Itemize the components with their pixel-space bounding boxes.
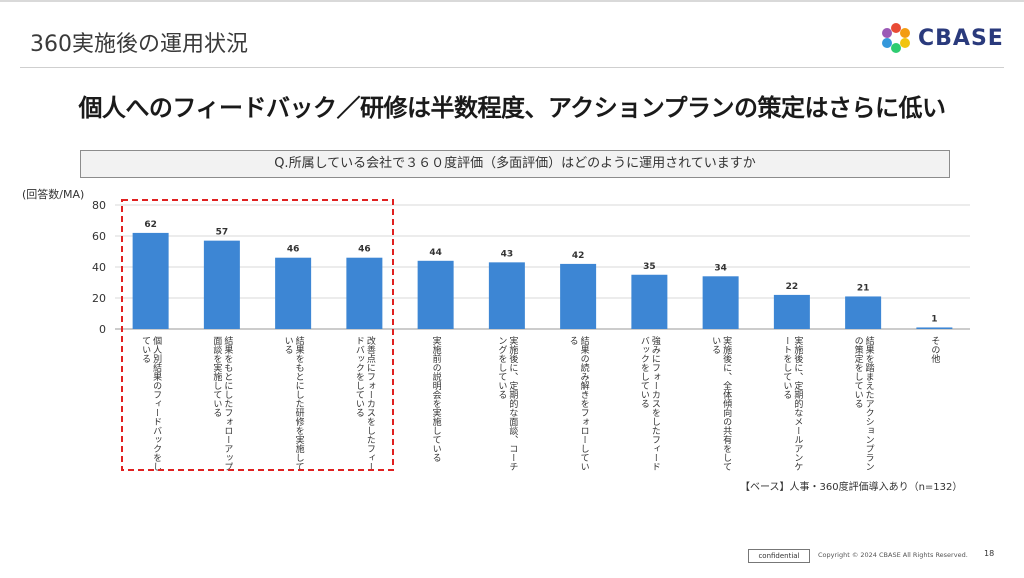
data-label: 44 <box>429 248 442 258</box>
bar <box>560 263 597 329</box>
company-logo: CBASE <box>880 22 1004 54</box>
category-label: 実施前の説明会を実施している <box>431 335 442 462</box>
category-label: ている <box>140 336 151 363</box>
category-label: 実施後に、定期的なメールアンケ <box>792 335 803 471</box>
logo-dot-2 <box>900 28 910 38</box>
bar <box>773 294 810 329</box>
logo-dot-5 <box>882 38 892 48</box>
category-label: 面談を実施している <box>211 336 222 417</box>
category-label: 結果を踏まえたアクションプラン <box>864 335 875 471</box>
header-divider <box>20 67 1004 68</box>
bar <box>702 276 739 329</box>
data-label: 46 <box>287 245 300 255</box>
category-label: 結果をもとにした研修を実施して <box>294 335 305 471</box>
page-number: 18 <box>984 549 995 558</box>
category-label: 実施後に、定期的な面談、コーチ <box>507 335 518 471</box>
headline: 個人へのフィードバック／研修は半数程度、アクションプランの策定はさらに低い <box>78 94 946 122</box>
category-label: の策定をしている <box>853 336 864 408</box>
y-tick-label: 80 <box>92 199 106 212</box>
page-title: 360実施後の運用状況 <box>30 32 248 57</box>
y-tick-label: 40 <box>92 261 106 274</box>
category-label: 強みにフォーカスをしたフィード <box>650 335 661 471</box>
category-label: バックをしている <box>639 336 650 408</box>
copyright-text: Copyright © 2024 CBASE All Rights Reserv… <box>818 551 968 559</box>
data-label: 21 <box>857 283 870 293</box>
y-tick-label: 60 <box>92 230 106 243</box>
cbase-logo-icon <box>882 23 910 53</box>
category-label: ドバックをしている <box>354 336 365 417</box>
top-border <box>0 0 1024 2</box>
base-note: 【ベース】人事・360度評価導入あり（n=132） <box>740 482 963 493</box>
y-axis-unit-label: (回答数/MA) <box>22 188 85 201</box>
y-tick-label: 0 <box>99 323 106 336</box>
data-label: 62 <box>144 220 157 230</box>
bar <box>488 262 525 329</box>
category-label: ートをしている <box>781 336 792 399</box>
logo-dot-3 <box>900 38 910 48</box>
data-label: 43 <box>501 249 514 259</box>
data-label: 46 <box>358 245 371 255</box>
data-label: 35 <box>643 262 656 272</box>
bar <box>132 232 169 329</box>
bar <box>203 240 240 329</box>
y-tick-label: 20 <box>92 292 106 305</box>
category-label: 実施後に、全体傾向の共有をして <box>721 335 732 471</box>
highlight-box <box>121 199 394 471</box>
category-label: ングをしている <box>496 336 507 399</box>
data-label: 22 <box>786 282 799 292</box>
confidential-label: confidential <box>748 549 810 563</box>
category-label: いる <box>710 336 720 354</box>
bar <box>417 260 454 329</box>
logo-dot-1 <box>891 23 901 33</box>
category-label: 結果の読み解きをフォローしてい <box>579 335 590 471</box>
logo-text: CBASE <box>918 25 1004 51</box>
logo-dot-4 <box>891 43 901 53</box>
category-label: その他 <box>929 336 940 364</box>
data-label: 1 <box>931 314 937 324</box>
bar <box>275 257 312 329</box>
bar <box>346 257 383 329</box>
category-label: る <box>568 336 578 345</box>
data-label: 34 <box>714 263 727 273</box>
category-label: 改善点にフォーカスをしたフィー <box>365 335 376 471</box>
data-label: 57 <box>216 228 229 238</box>
bar <box>631 274 668 329</box>
category-label: 個人別結果のフィードバックをし <box>151 335 162 471</box>
logo-dot-6 <box>882 28 892 38</box>
survey-question: Q.所属している会社で３６０度評価（多面評価）はどのように運用されていますか <box>80 150 950 178</box>
bar <box>916 327 953 329</box>
bar <box>845 296 882 329</box>
data-label: 42 <box>572 251 585 261</box>
category-label: いる <box>283 336 293 354</box>
category-label: 結果をもとにしたフォローアップ <box>222 335 233 471</box>
